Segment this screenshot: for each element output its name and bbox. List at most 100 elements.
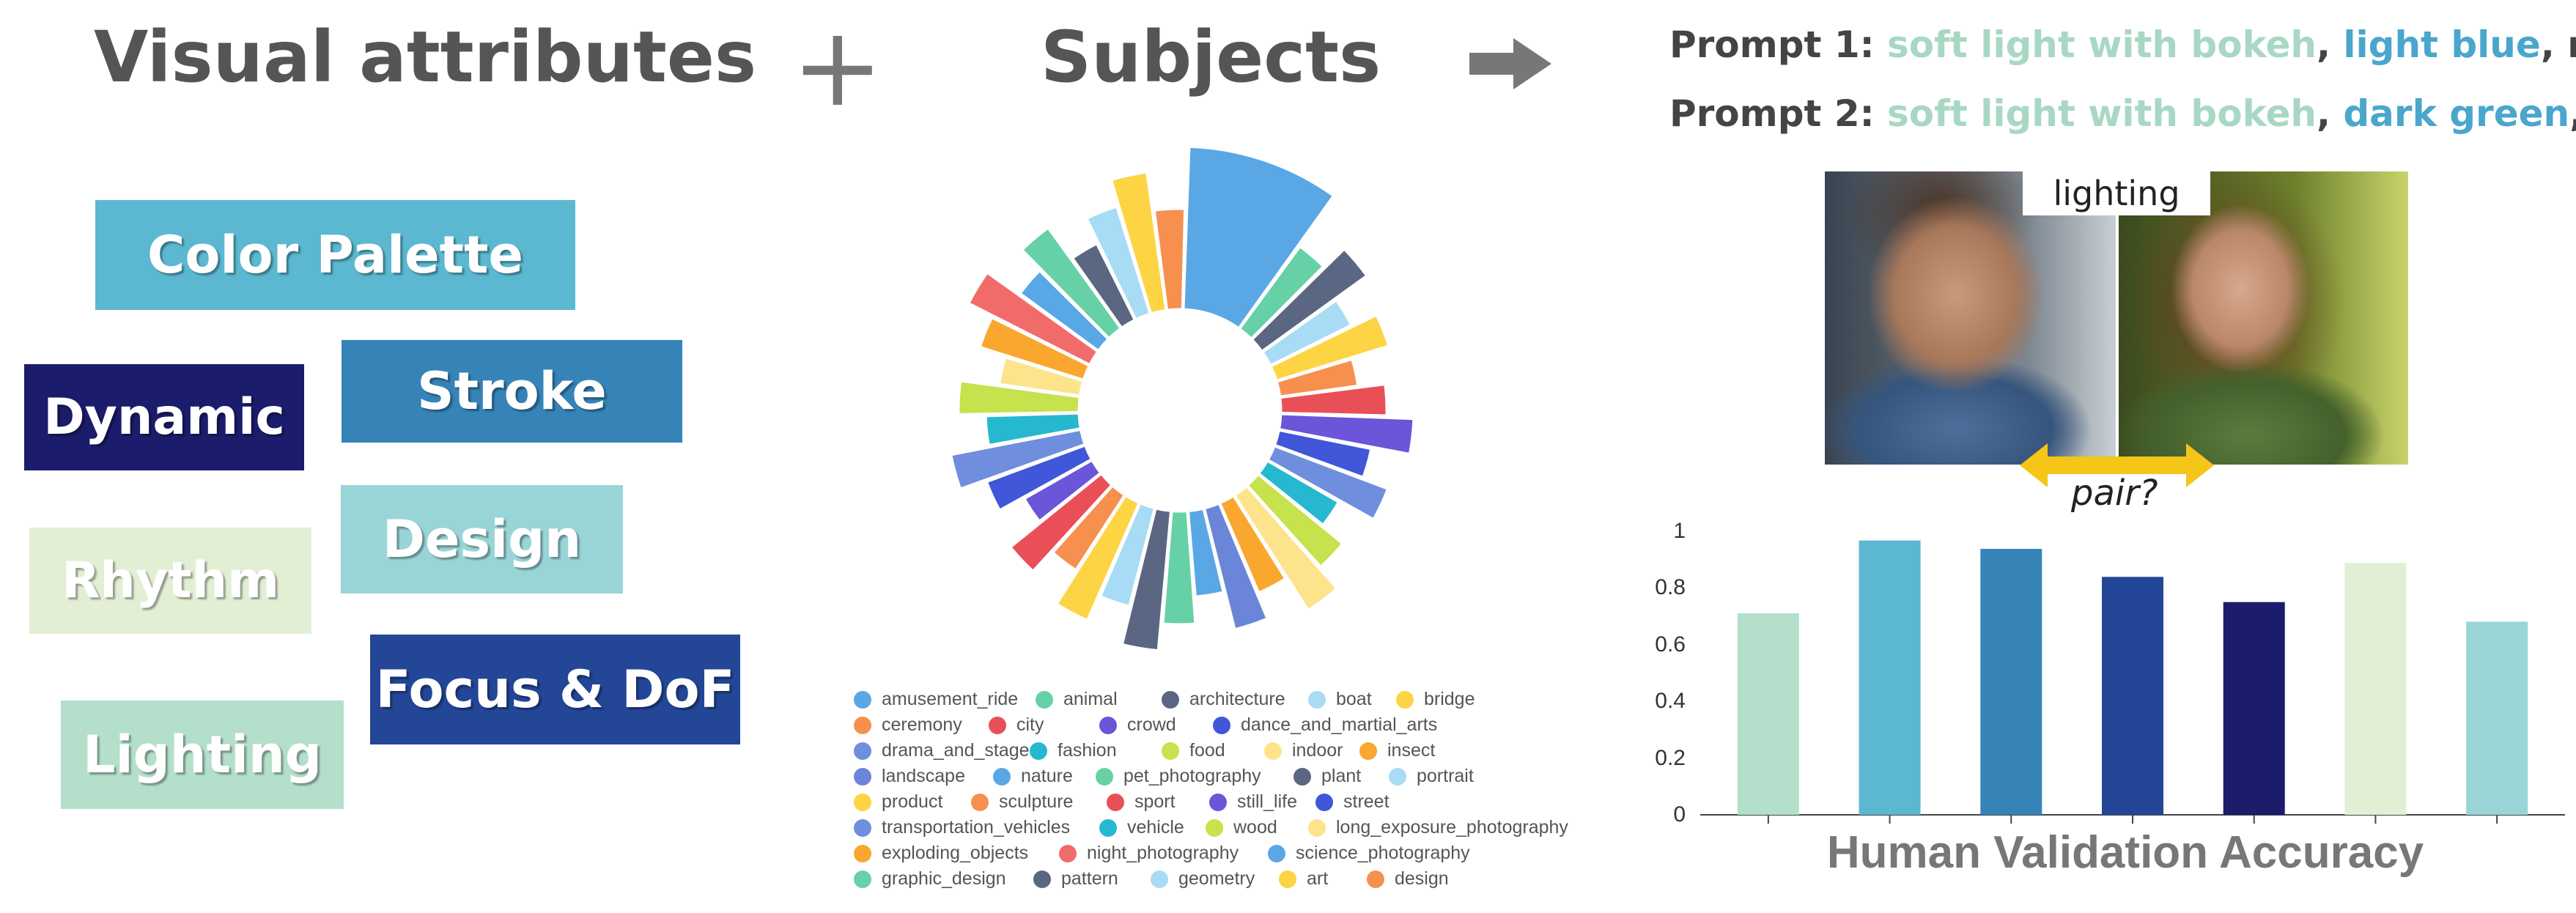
legend-label: pattern: [1061, 868, 1118, 889]
legend-dot: [1293, 767, 1311, 786]
legend-dot: [1268, 844, 1285, 862]
legend-label: crowd: [1127, 714, 1176, 735]
y-tick-label: 0: [1673, 802, 1686, 827]
radial-segment-landscape: [1203, 502, 1269, 631]
legend-dot: [1162, 742, 1179, 760]
prompt-subject: man: [2567, 23, 2576, 66]
legend-dot: [971, 793, 989, 811]
legend-dot: [1264, 742, 1282, 760]
legend-dot: [1279, 870, 1296, 888]
tag-label: Rhythm: [62, 552, 279, 610]
legend-label: indoor: [1292, 740, 1343, 761]
radial-segment-food: [1246, 473, 1344, 568]
legend-item: vehicle: [1099, 817, 1184, 838]
radial-segment-geometry: [1085, 205, 1151, 321]
legend-item: animal: [1036, 689, 1118, 710]
y-tick-label: 1: [1673, 519, 1686, 543]
prompt-separator: ,: [2316, 23, 2344, 66]
legend-item: nature: [993, 766, 1073, 787]
tag-stroke: Stroke: [342, 340, 682, 443]
legend-item: pet_photography: [1096, 766, 1261, 787]
legend-label: landscape: [882, 766, 965, 786]
tag-rhythm: Rhythm: [29, 528, 311, 634]
legend-label: portrait: [1417, 766, 1474, 786]
prompt-1: Prompt 1: soft light with bokeh, light b…: [1669, 23, 2576, 66]
tag-label: Focus & DoF: [375, 659, 735, 720]
legend-label: architecture: [1189, 689, 1285, 709]
legend-dot: [1033, 870, 1051, 888]
subjects-legend: amusement_ride animal architecture boat brid…: [854, 689, 1601, 913]
bar-stroke: [1980, 549, 2042, 815]
radial-segment-long_exposure_photography: [998, 356, 1085, 397]
bar-lighting: [1737, 613, 1799, 815]
legend-label: art: [1307, 868, 1329, 889]
tag-label: Stroke: [417, 361, 607, 421]
radial-segment-insect: [1219, 495, 1287, 594]
tag-label: Dynamic: [43, 388, 285, 446]
legend-label: science_photography: [1296, 843, 1470, 863]
legend-item: drama_and_stage: [854, 740, 1030, 761]
radial-segment-indoor: [1233, 485, 1338, 612]
legend-label: boat: [1336, 689, 1372, 709]
prompt-color-word: light blue: [2343, 23, 2541, 66]
radial-segment-amusement_ride: [1182, 145, 1335, 330]
radial-segment-pet_photography: [1162, 510, 1197, 626]
subjects-radial-chart: [950, 145, 1415, 652]
legend-item: street: [1315, 791, 1390, 813]
legend-label: sculpture: [999, 791, 1074, 812]
legend-dot: [1036, 690, 1053, 709]
radial-segment-architecture: [1251, 248, 1368, 352]
legend-label: exploding_objects: [882, 843, 1029, 863]
legend-dot: [1213, 716, 1230, 734]
radial-segment-nature: [1187, 507, 1225, 598]
legend-dot: [1030, 742, 1047, 760]
prompt-separator: ,: [2540, 23, 2568, 66]
legend-label: drama_and_stage: [882, 740, 1030, 761]
pair-question: pair?: [2071, 473, 2158, 514]
legend-label: sport: [1134, 791, 1176, 812]
legend-dot: [1209, 793, 1227, 811]
y-tick-label: 0.8: [1655, 575, 1686, 599]
radial-segment-graphic_design: [1021, 226, 1122, 340]
radial-segment-night_photography: [967, 271, 1099, 366]
legend-dot: [854, 742, 871, 760]
legend-item: bridge: [1396, 689, 1475, 710]
tag-dynamic: Dynamic: [24, 364, 304, 470]
prompt-2: Prompt 2: soft light with bokeh, dark gr…: [1669, 92, 2576, 135]
legend-label: still_life: [1237, 791, 1297, 812]
lighting-label-text: lighting: [2053, 174, 2180, 213]
legend-item: portrait: [1389, 766, 1474, 787]
legend-dot: [854, 870, 871, 888]
legend-dot: [1389, 767, 1406, 786]
legend-item: art: [1279, 868, 1328, 890]
radial-segment-exploding_objects: [978, 317, 1090, 381]
legend-dot: [1059, 844, 1077, 862]
legend-item: fashion: [1030, 740, 1117, 761]
bar-design: [2466, 621, 2528, 815]
radial-segment-sculpture: [1052, 484, 1126, 572]
legend-item: night_photography: [1059, 843, 1239, 864]
legend-dot: [1096, 767, 1113, 786]
radial-segment-still_life: [1023, 459, 1102, 522]
bar-focus-dof: [2102, 577, 2163, 815]
legend-item: insect: [1359, 740, 1435, 761]
radial-segment-bridge: [1269, 314, 1390, 382]
plus-icon: +: [791, 4, 884, 131]
legend-dot: [1308, 818, 1326, 837]
legend-label: amusement_ride: [882, 689, 1019, 709]
legend-label: pet_photography: [1123, 766, 1261, 786]
radial-segment-boat: [1261, 299, 1353, 366]
legend-item: crowd: [1099, 714, 1176, 736]
legend-label: geometry: [1178, 868, 1255, 889]
radial-segment-transportation_vehicles: [950, 428, 1086, 490]
y-axis-labels: 1 0.8 0.6 0.4 0.2 0: [1642, 513, 1693, 827]
legend-item: design: [1367, 868, 1449, 890]
radial-segment-science_photography: [1019, 270, 1110, 352]
radial-segment-portrait: [1099, 502, 1156, 607]
legend-label: wood: [1233, 817, 1277, 838]
legend-label: product: [882, 791, 943, 812]
legend-dot: [1151, 870, 1168, 888]
legend-item: indoor: [1264, 740, 1343, 761]
legend-dot: [1206, 818, 1223, 837]
legend-dot: [854, 767, 871, 786]
